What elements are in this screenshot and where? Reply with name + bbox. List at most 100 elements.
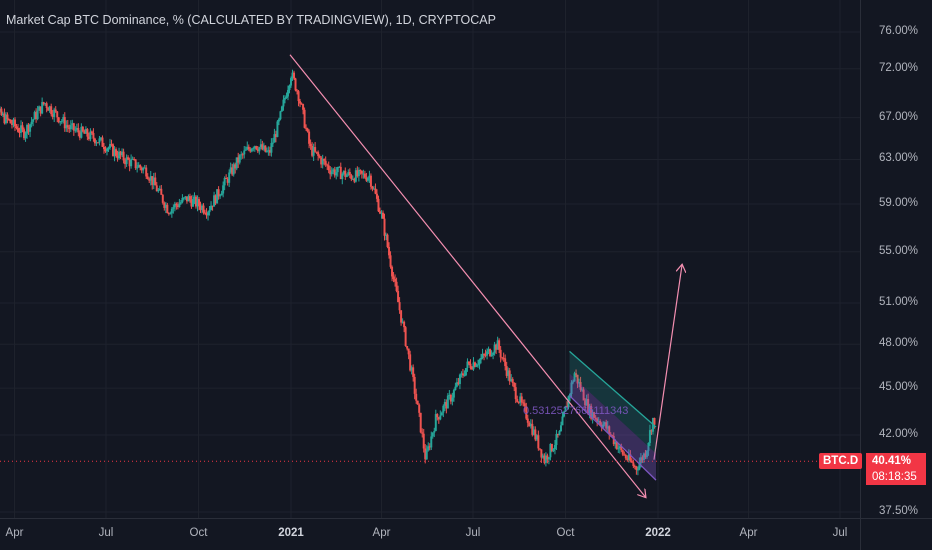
candle-body — [199, 205, 202, 210]
candle-body — [288, 85, 291, 90]
x-tick-label: Apr — [5, 527, 24, 539]
candle-body — [306, 128, 309, 132]
candle-body — [638, 462, 641, 470]
candle-body — [243, 150, 246, 155]
candle-body — [315, 151, 318, 153]
candle-body — [142, 167, 145, 171]
candle-body — [312, 147, 315, 156]
candle-body — [335, 172, 338, 176]
candle-body — [368, 175, 371, 178]
candle-body — [535, 435, 538, 440]
channel-upper-line — [569, 350, 657, 428]
candle-body — [371, 186, 374, 189]
candle-body — [105, 148, 108, 152]
candle-body — [252, 148, 255, 150]
candle-body — [575, 373, 578, 375]
candle-body — [253, 146, 256, 149]
candle-body — [51, 114, 54, 117]
candle-body — [486, 351, 489, 356]
candle-body — [193, 196, 196, 200]
candle-body — [401, 321, 404, 323]
candle-body — [419, 412, 422, 433]
candle-body — [624, 454, 627, 459]
candle-body — [208, 209, 211, 213]
candle-body — [525, 406, 528, 419]
candle-body — [133, 158, 136, 160]
candle-body — [24, 133, 27, 139]
candle-body — [547, 457, 550, 460]
candle-body — [330, 171, 333, 175]
candle-body — [630, 460, 633, 463]
candle-body — [187, 196, 190, 202]
candle-body — [413, 376, 416, 394]
candle-body — [611, 435, 614, 437]
candle-body — [620, 446, 623, 451]
candle-body — [286, 89, 289, 97]
candle-body — [333, 169, 336, 176]
candle-body — [30, 121, 33, 125]
candle-body — [311, 146, 314, 156]
candle-body — [511, 379, 514, 383]
candle-body — [136, 167, 139, 169]
x-tick-label: Apr — [739, 527, 758, 539]
candle-body — [121, 151, 124, 156]
candle-body — [318, 155, 321, 158]
candle-body — [294, 78, 297, 91]
y-tick-label: 48.00% — [878, 337, 918, 350]
candle-body — [270, 143, 273, 153]
candle-body — [176, 205, 179, 208]
bar-countdown-badge: 08:18:35 — [866, 469, 926, 485]
candle-body — [529, 423, 532, 427]
candle-body — [472, 362, 475, 370]
candle-body — [517, 401, 520, 403]
candle-body — [95, 142, 98, 144]
candle-body — [116, 155, 119, 159]
candle-body — [504, 358, 507, 367]
candle-body — [514, 387, 517, 400]
candle-body — [532, 429, 535, 435]
candle-body — [345, 174, 348, 177]
candle-body — [143, 167, 146, 169]
y-tick-label: 55.00% — [878, 244, 918, 257]
candle-body — [228, 172, 231, 183]
candle-body — [23, 129, 26, 139]
candle-body — [90, 131, 93, 134]
y-tick-label: 63.00% — [878, 152, 918, 165]
price-candles — [0, 69, 656, 476]
candle-body — [282, 99, 285, 107]
candle-body — [386, 234, 389, 247]
candle-body — [152, 177, 155, 185]
candle-body — [96, 142, 99, 144]
candle-body — [77, 127, 80, 133]
candle-body — [66, 125, 69, 128]
channel-annotation-label[interactable]: 0.5312527666111343 — [523, 405, 629, 417]
candle-body — [48, 106, 51, 111]
candle-body — [582, 389, 585, 401]
candle-body — [552, 449, 555, 452]
candle-body — [451, 397, 454, 402]
candle-body — [505, 366, 508, 376]
candle-body — [302, 104, 305, 110]
candle-body — [400, 310, 403, 323]
candle-body — [12, 119, 15, 125]
candle-body — [519, 396, 522, 403]
candle-body — [442, 405, 445, 413]
candle-body — [122, 151, 125, 161]
candle-body — [309, 143, 312, 147]
candle-body — [163, 202, 166, 208]
candle-body — [45, 103, 48, 108]
candle-body — [392, 276, 395, 280]
candle-body — [308, 131, 311, 144]
candle-body — [293, 72, 296, 79]
candle-body — [483, 354, 486, 356]
candle-body — [618, 446, 621, 449]
candle-body — [130, 159, 133, 167]
candle-body — [556, 433, 559, 436]
candle-body — [210, 205, 213, 210]
candle-body — [327, 165, 330, 171]
channel-lower-band — [569, 373, 656, 481]
candle-body — [259, 144, 262, 148]
candle-body — [645, 450, 648, 458]
candle-body — [110, 144, 113, 146]
